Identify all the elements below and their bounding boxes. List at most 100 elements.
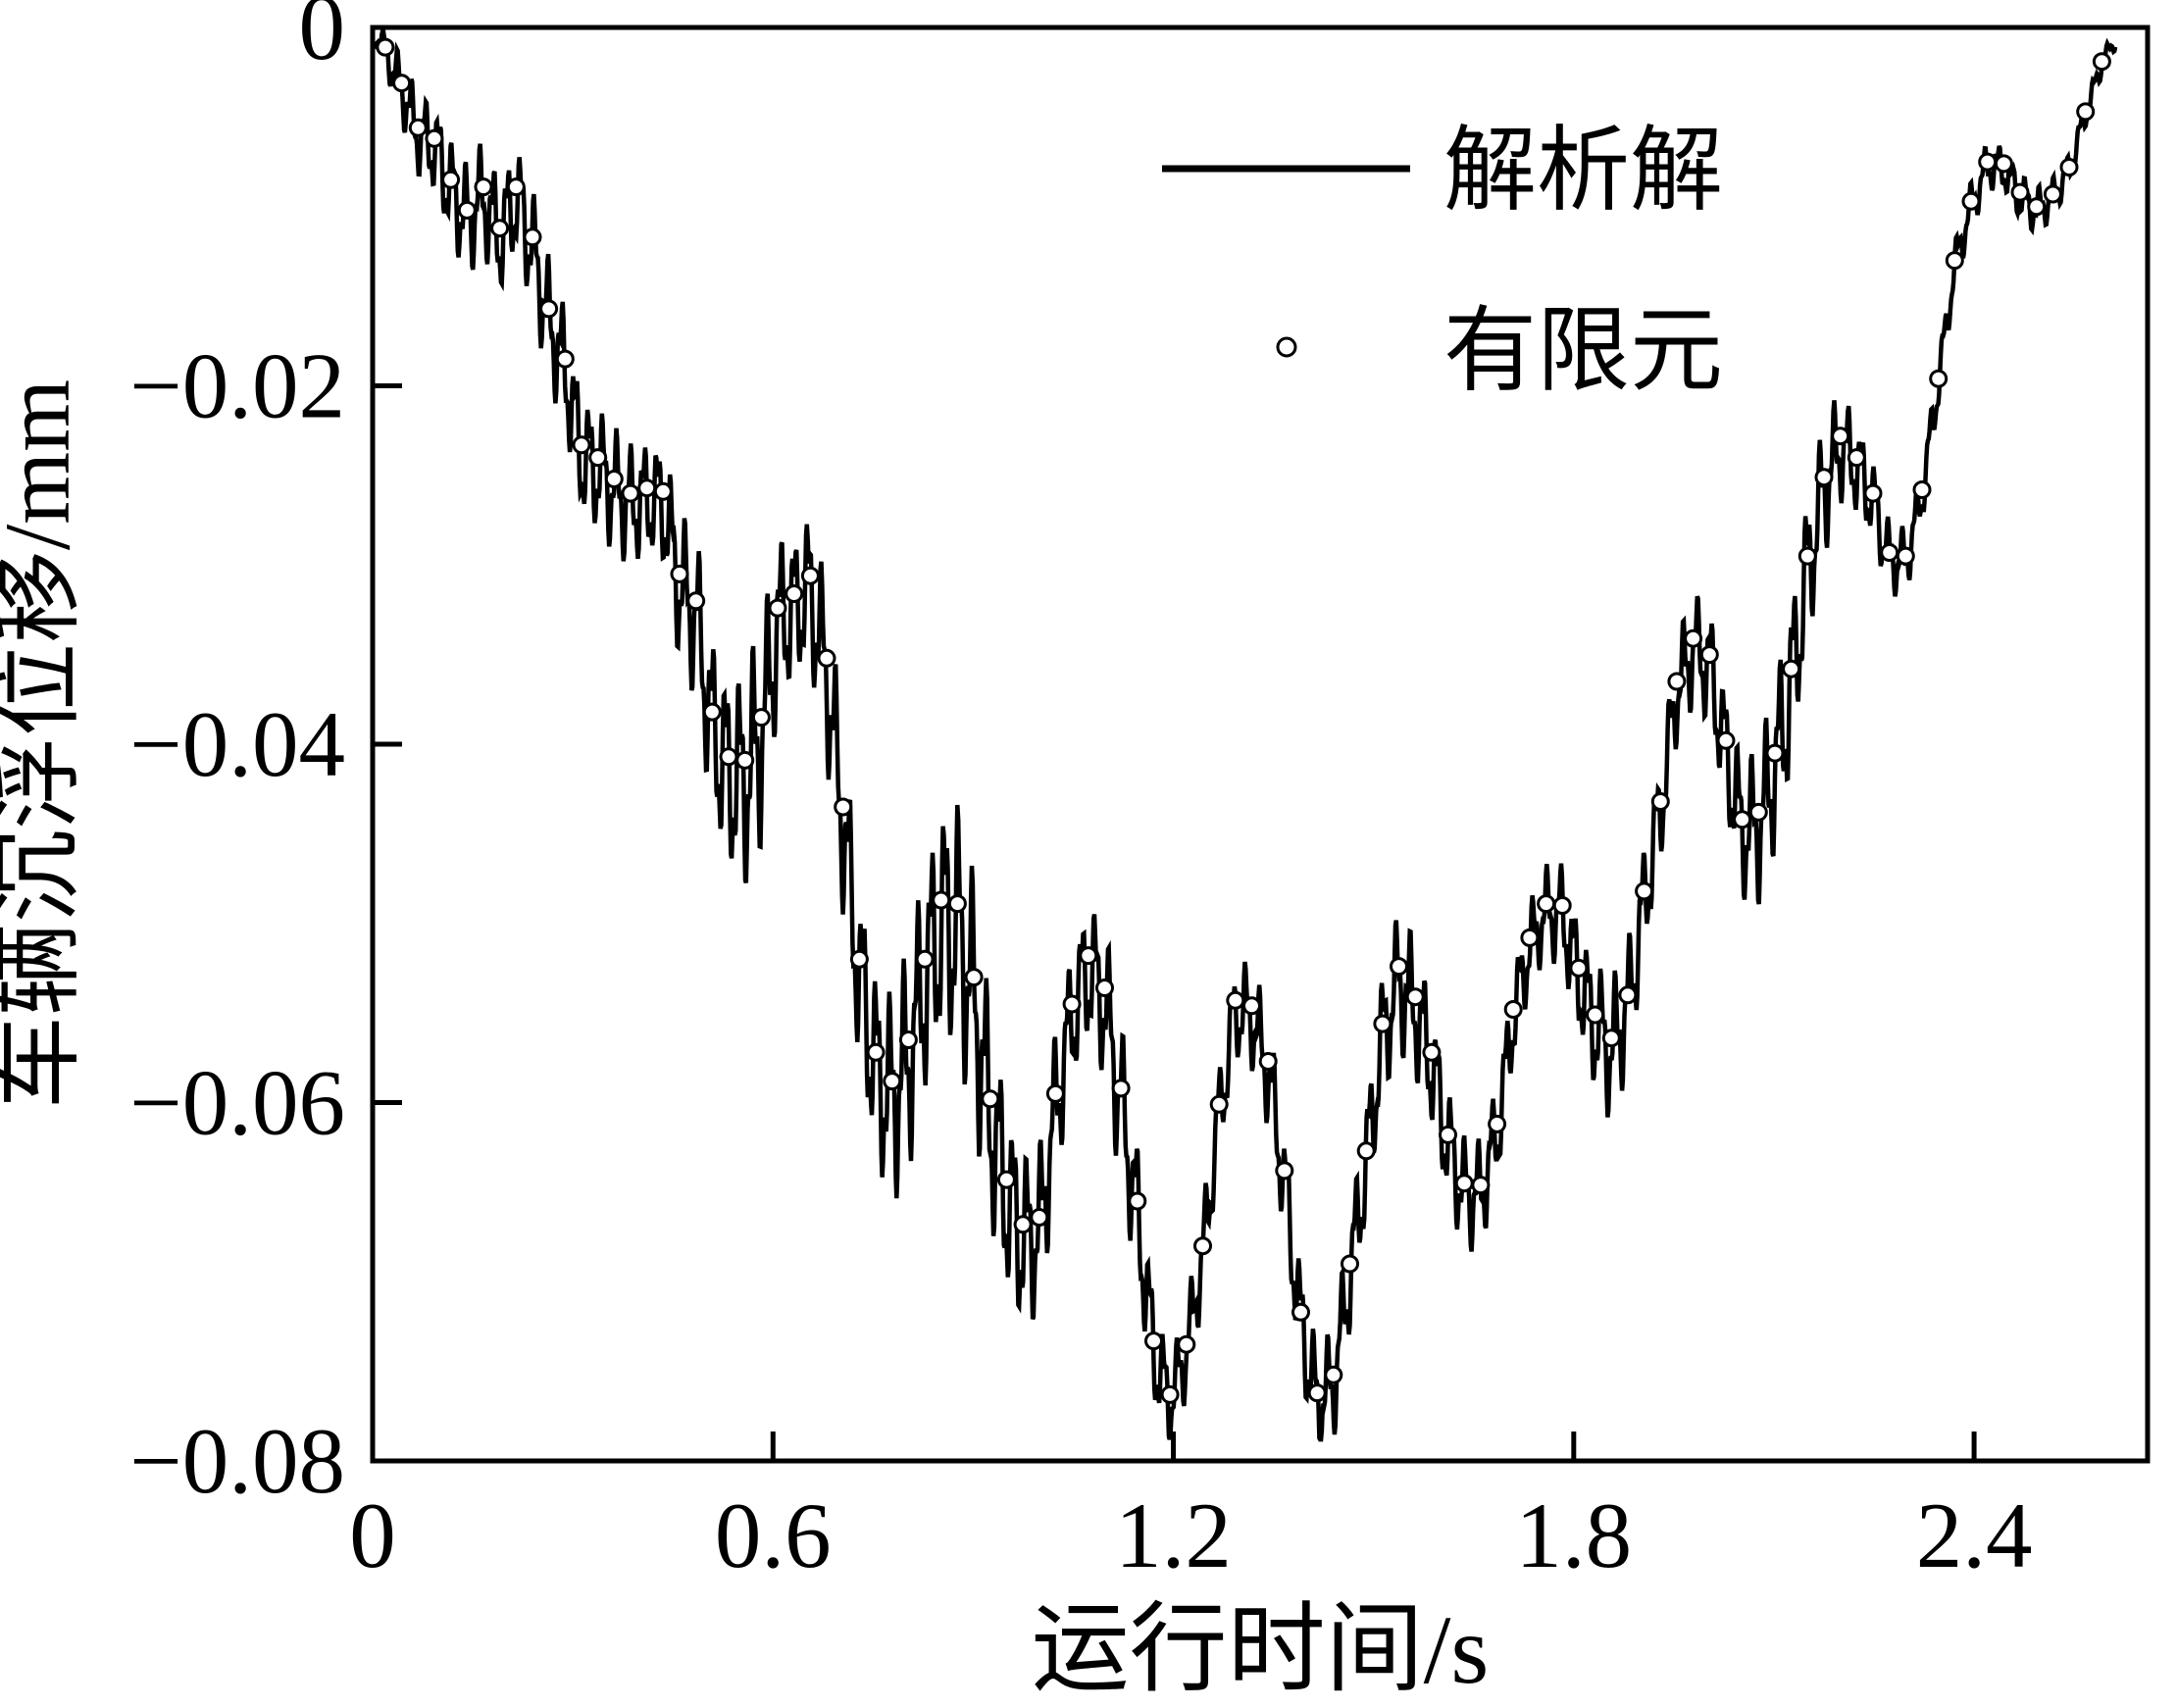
fem-point-circle	[1422, 1042, 1442, 1062]
fem-point-circle	[653, 481, 673, 501]
fem-point-circle	[1520, 928, 1540, 947]
fem-point-circle	[2010, 182, 2030, 202]
fem-point-circle	[523, 227, 542, 247]
fem-point-circle	[1258, 1052, 1278, 1071]
fem-point-circle	[572, 435, 591, 455]
fem-point-circle	[1405, 987, 1425, 1007]
fem-point-circle	[981, 1089, 1000, 1109]
fem-point-circle	[425, 128, 444, 148]
fem-point-circle	[1177, 1334, 1196, 1354]
fem-point-circle	[604, 470, 624, 488]
fem-point-circle	[670, 564, 689, 583]
y-tick-label: −0.08	[129, 1409, 345, 1513]
fem-point-circle	[1242, 996, 1261, 1016]
fem-point-circle	[637, 478, 657, 498]
fem-point-circle	[1912, 480, 1932, 499]
fem-point-circle	[1471, 1176, 1491, 1195]
fem-point-circle	[1847, 448, 1866, 468]
fem-point-circle	[588, 448, 608, 468]
fem-point-circle	[1275, 1161, 1294, 1181]
fem-point-circle	[834, 797, 853, 817]
fem-point-circle	[1341, 1254, 1359, 1274]
y-axis-ticks	[373, 25, 402, 1464]
fem-point-circle	[964, 968, 984, 987]
fem-point-circle	[866, 1042, 886, 1062]
fem-point-circle	[376, 37, 395, 57]
fem-point-circle	[2092, 52, 2111, 72]
analytic-solution-line	[373, 28, 2118, 1442]
x-axis-tick-labels: 0 0.6 1.2 1.8 2.4	[349, 1483, 2032, 1587]
y-tick-label: −0.04	[129, 692, 345, 796]
fem-point-circle	[1439, 1125, 1457, 1144]
fem-point-circle	[2027, 197, 2047, 217]
fem-point-circle	[785, 584, 804, 603]
plot-border	[370, 25, 2151, 1464]
fem-point-circle	[996, 1170, 1016, 1189]
x-tick-label: 1.8	[1515, 1483, 1632, 1587]
x-tick-label: 1.2	[1115, 1483, 1232, 1587]
fem-point-circle	[1569, 958, 1589, 978]
fem-point-circle	[686, 591, 706, 611]
y-tick-label: −0.02	[129, 334, 345, 438]
fem-point-circle	[1896, 546, 1915, 566]
legend: 解析解 有限元	[1162, 119, 1723, 403]
fem-point-circle	[702, 702, 722, 722]
fem-point-circle	[392, 74, 412, 93]
x-tick-label: 0	[349, 1483, 396, 1587]
fem-point-circle	[1994, 154, 2013, 174]
fem-point-circle	[898, 1030, 918, 1049]
fem-point-circle	[1945, 251, 1964, 271]
fem-point-circle	[1667, 672, 1687, 691]
fem-point-circle	[506, 177, 526, 197]
fem-point-circle	[1111, 1079, 1131, 1098]
fem-point-circle	[457, 200, 477, 220]
fem-point-circle	[1831, 427, 1850, 446]
fem-point-circle	[1684, 628, 1703, 648]
fem-point-circle	[1880, 543, 1899, 562]
legend-circle-sample-icon	[1276, 336, 1297, 358]
plot-area: 0 0.6 1.2 1.8 2.4 0 −0.02 −0.04 −0.06 −0.08	[129, 0, 2151, 1587]
fem-point-circle	[1045, 1083, 1065, 1103]
fem-point-circle	[1863, 483, 1883, 503]
fem-point-circle	[1814, 468, 1834, 487]
fem-point-circle	[1748, 802, 1768, 822]
fem-point-circle	[817, 648, 836, 668]
fem-point-circle	[1144, 1331, 1163, 1351]
fem-point-circle	[1324, 1365, 1343, 1384]
fem-point-circle	[1618, 985, 1638, 1005]
fem-point-circle	[1128, 1191, 1147, 1211]
fem-point-circle	[1062, 994, 1082, 1014]
fem-point-circle	[800, 566, 820, 585]
x-tick-label: 0.6	[715, 1483, 832, 1587]
fem-point-circle	[1226, 990, 1245, 1010]
x-axis-title: 运行时间/s	[1032, 1595, 1490, 1704]
fem-point-circle	[490, 219, 510, 238]
fem-point-circle	[1782, 659, 1801, 678]
fem-point-circle	[1030, 1208, 1049, 1227]
x-axis-ticks	[370, 1432, 1977, 1461]
fem-point-circle	[1373, 1014, 1392, 1033]
fem-point-circle	[1356, 1141, 1376, 1161]
fem-point-circle	[768, 598, 787, 618]
fem-point-circle	[441, 170, 461, 189]
fem-point-circle	[555, 349, 575, 369]
y-axis-tick-labels: 0 −0.02 −0.04 −0.06 −0.08	[129, 0, 345, 1513]
fem-point-circle	[1978, 152, 1998, 172]
fem-point-circle	[1699, 645, 1719, 665]
fem-data-points	[376, 37, 2111, 1404]
fem-point-circle	[1765, 743, 1785, 763]
fem-point-circle	[735, 750, 755, 770]
legend-label-analytic: 解析解	[1443, 119, 1723, 223]
fem-point-circle	[2076, 102, 2096, 122]
fem-point-circle	[932, 890, 951, 910]
fem-point-circle	[408, 118, 428, 137]
fem-point-circle	[751, 708, 771, 728]
y-tick-label: −0.06	[129, 1051, 345, 1155]
x-tick-label: 2.4	[1916, 1483, 2033, 1587]
fem-point-circle	[1079, 946, 1098, 966]
fem-point-circle	[1552, 896, 1572, 915]
fem-point-circle	[1797, 546, 1817, 566]
fem-point-circle	[1095, 979, 1114, 997]
